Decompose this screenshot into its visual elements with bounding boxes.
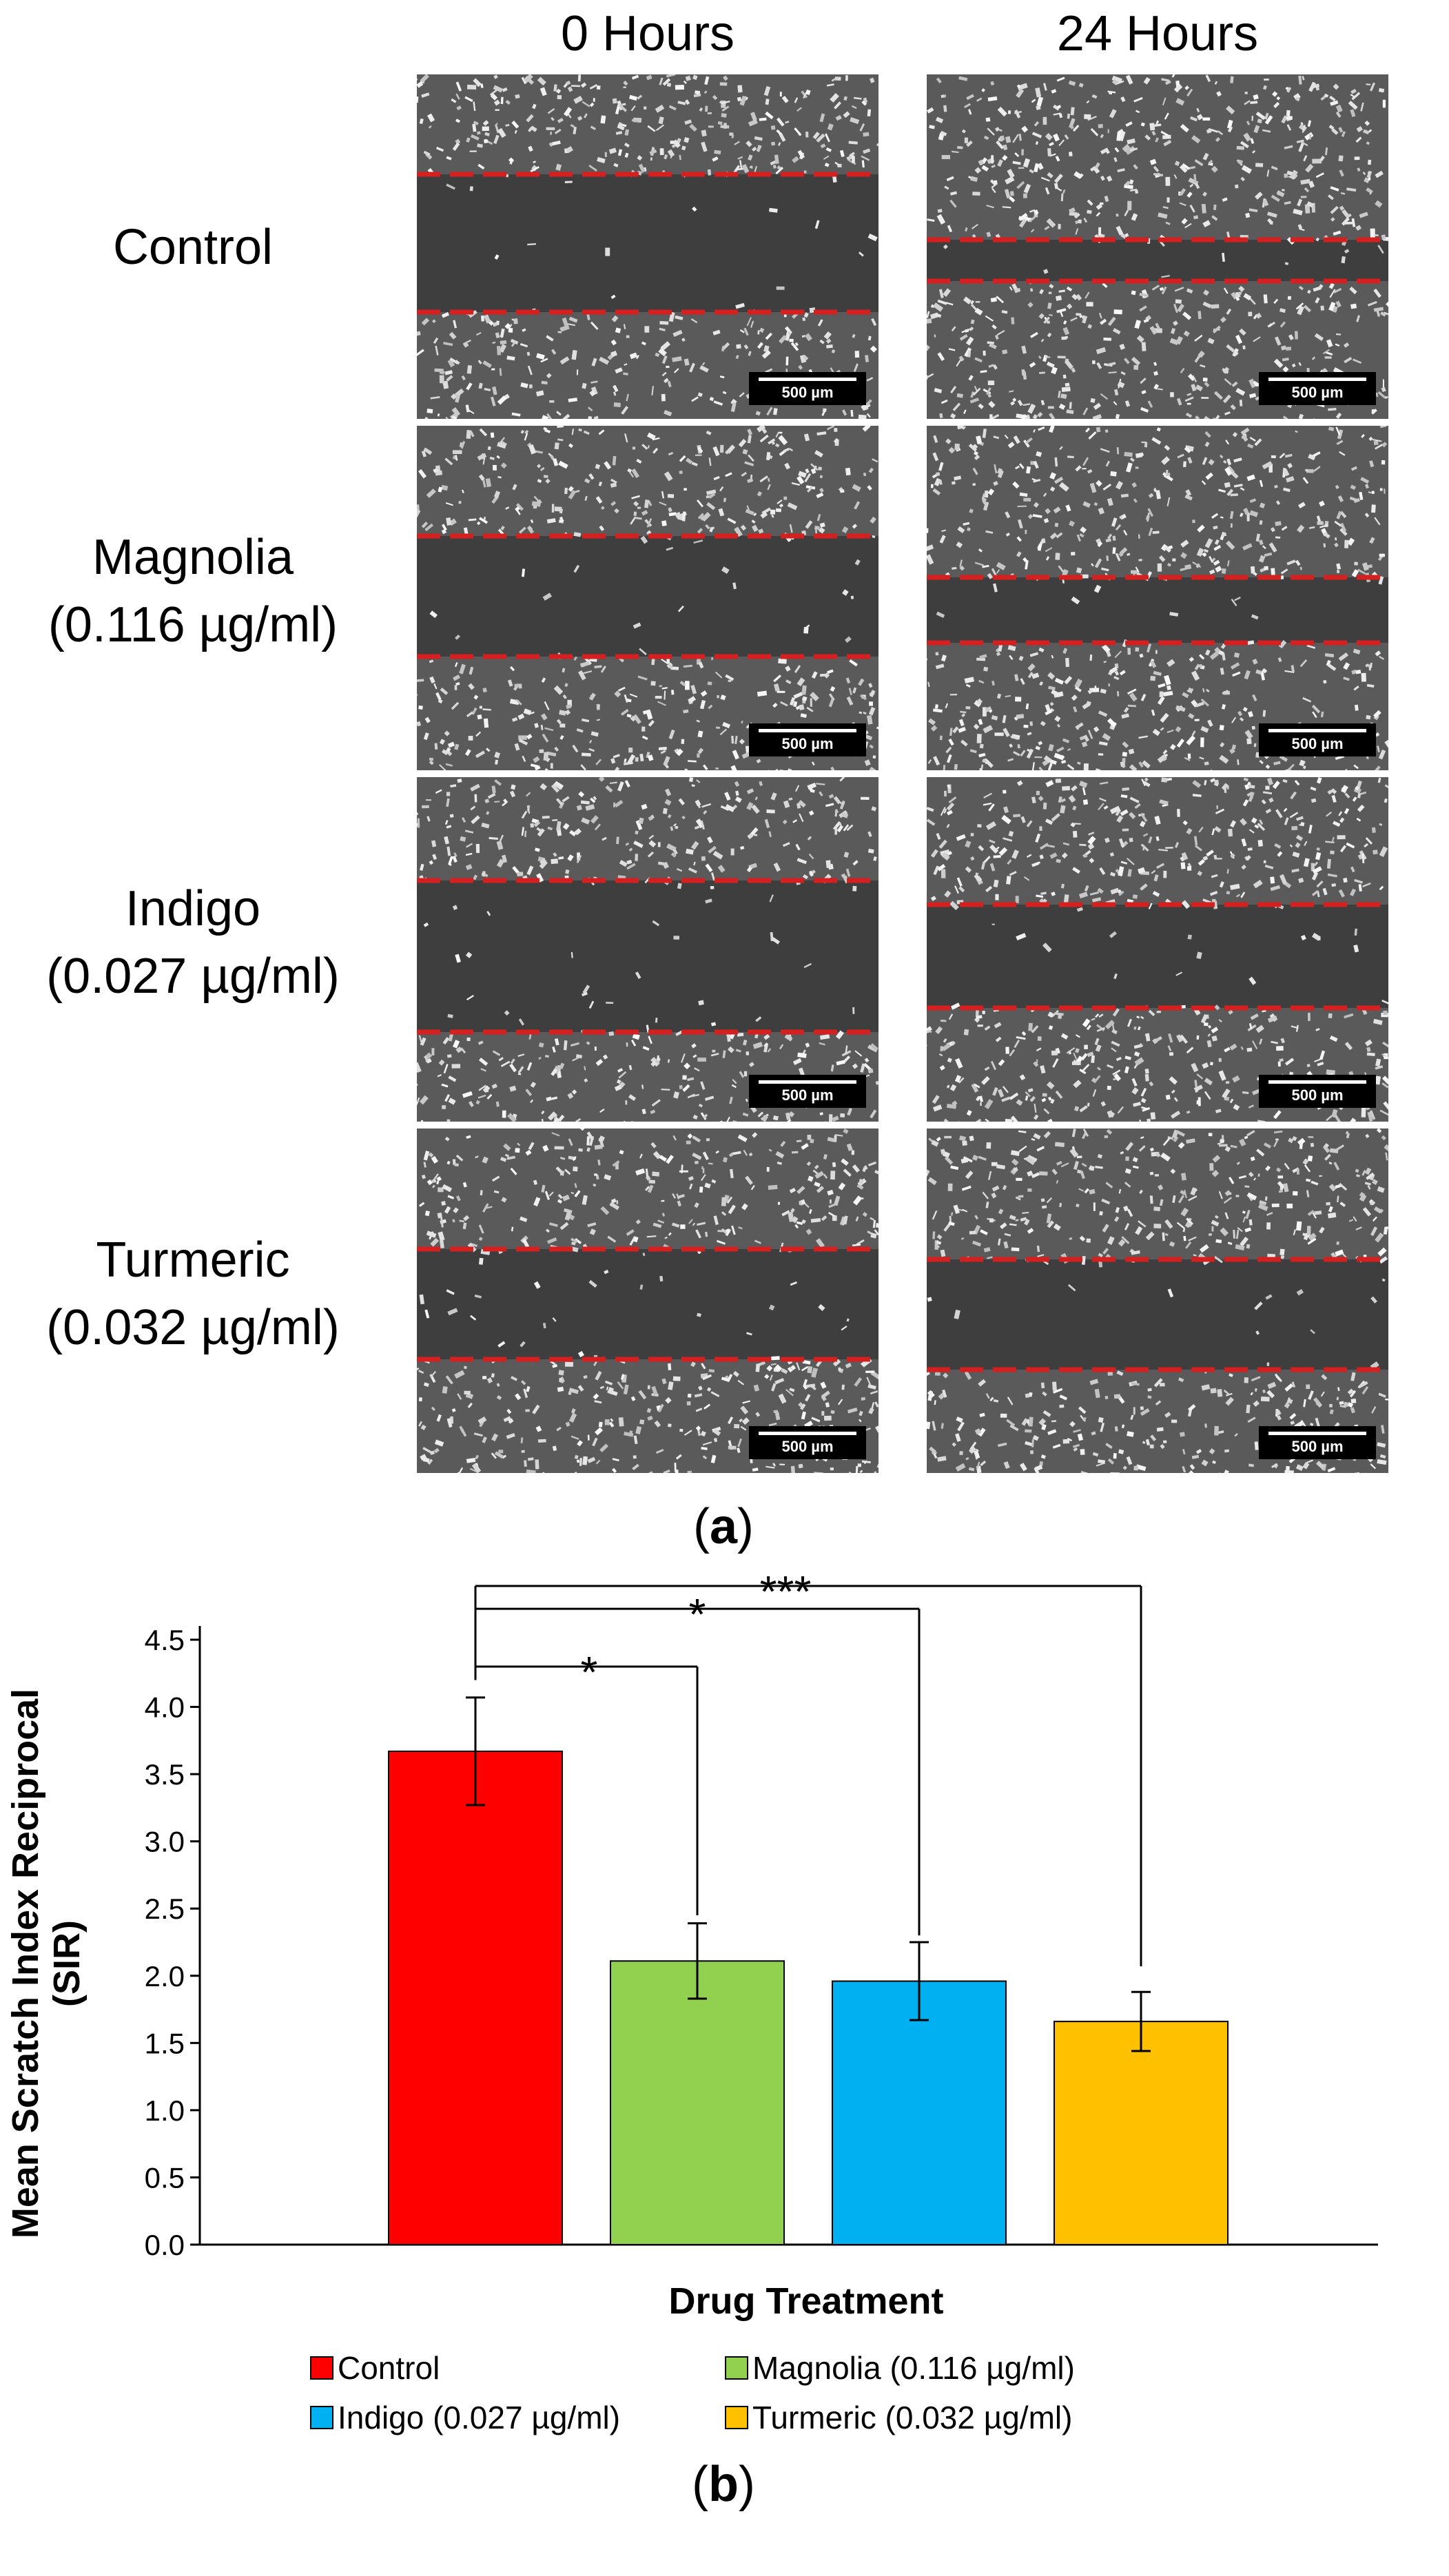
- scale-bar: 500 µm: [1259, 1075, 1376, 1108]
- bar-1: [610, 1960, 785, 2245]
- row-label-name: Control: [112, 220, 274, 275]
- column-header-24-hours: 24 Hours: [1056, 6, 1259, 61]
- scale-bar: 500 µm: [1259, 723, 1376, 756]
- bar-3: [1054, 2021, 1229, 2245]
- panel-label-open: (: [692, 2457, 708, 2512]
- row-label-name: Turmeric: [96, 1233, 290, 1288]
- row-label-name: Indigo: [125, 881, 261, 936]
- legend-swatch: [310, 2356, 333, 2380]
- micrograph-turmeric-24h: 500 µm: [927, 1129, 1388, 1473]
- micrograph-indigo-24h: 500 µm: [927, 777, 1388, 1122]
- scale-bar-label: 500 µm: [1291, 735, 1344, 752]
- legend-swatch: [725, 2356, 748, 2380]
- y-tick-label: 2.0: [145, 1960, 185, 1992]
- y-tick-label: 0.0: [145, 2229, 185, 2261]
- panel-label-close: ): [738, 2457, 755, 2512]
- row-label-turmeric: Turmeric (0.032 µg/ml): [0, 1226, 386, 1361]
- micrograph-control-0h: 500 µm: [417, 74, 878, 419]
- scale-bar: 500 µm: [749, 1426, 866, 1459]
- micrograph-magnolia-24h: 500 µm: [927, 426, 1388, 770]
- significance-brackets: ** ***: [474, 1567, 1142, 1967]
- micrograph-magnolia-0h: 500 µm: [417, 426, 878, 770]
- y-tick-label: 1.0: [145, 2094, 185, 2127]
- scale-bar-label: 500 µm: [781, 735, 834, 752]
- panel-label-letter: b: [708, 2457, 739, 2512]
- scale-bar: 500 µm: [1259, 372, 1376, 405]
- scale-bar: 500 µm: [1259, 1426, 1376, 1459]
- scale-bar: 500 µm: [749, 372, 866, 405]
- sig-label-2: ***: [760, 1567, 812, 1616]
- legend-swatch: [725, 2406, 748, 2429]
- legend-label: Control: [338, 2350, 440, 2386]
- legend-label: Turmeric (0.032 µg/ml): [752, 2400, 1073, 2435]
- bar-chart: Mean Scratch Index Reciprocal (SIR) Drug…: [5, 1567, 1378, 2322]
- legend-label: Magnolia (0.116 µg/ml): [752, 2350, 1075, 2386]
- y-tick-label: 4.0: [145, 1691, 185, 1724]
- micrograph-indigo-0h: 500 µm: [417, 777, 878, 1122]
- column-header-0-hours: 0 Hours: [560, 6, 735, 61]
- row-label-control: Control: [0, 214, 386, 281]
- scale-bar-label: 500 µm: [781, 384, 834, 401]
- y-tick-label: 2.5: [145, 1893, 185, 1925]
- legend-item-magnolia: Magnolia (0.116 µg/ml): [725, 2349, 1075, 2387]
- y-tick-label: 3.0: [145, 1826, 185, 1858]
- scale-bar-label: 500 µm: [1291, 1086, 1344, 1104]
- y-axis-title: Mean Scratch Index Reciprocal (SIR): [5, 1689, 88, 2238]
- panel-label-open: (: [692, 1499, 710, 1554]
- y-tick-label: 0.5: [145, 2161, 185, 2194]
- panel-label-letter: a: [709, 1499, 738, 1554]
- bar-2: [832, 1980, 1007, 2245]
- scale-bar-label: 500 µm: [1291, 384, 1344, 401]
- row-label-concentration: (0.116 µg/ml): [48, 597, 338, 652]
- legend-item-indigo: Indigo (0.027 µg/ml): [310, 2399, 620, 2436]
- y-tick-label: 4.5: [145, 1624, 185, 1656]
- scale-bar: 500 µm: [749, 723, 866, 756]
- error-bars: [466, 1696, 1151, 2052]
- sig-label-0: *: [581, 1647, 598, 1697]
- panel-label-a: (a): [655, 1498, 792, 1555]
- micrograph-turmeric-0h: 500 µm: [417, 1129, 878, 1473]
- y-tick-label: 1.5: [145, 2027, 185, 2059]
- scale-bar: 500 µm: [749, 1075, 866, 1108]
- scale-bar-label: 500 µm: [781, 1086, 834, 1104]
- bar-0: [388, 1750, 563, 2246]
- y-axis-title-line1: Mean Scratch Index Reciprocal: [5, 1689, 46, 2238]
- panel-label-b: (b): [655, 2456, 792, 2513]
- row-label-name: Magnolia: [92, 530, 294, 585]
- y-axis-title-line2: (SIR): [46, 1920, 88, 2007]
- row-label-magnolia: Magnolia (0.116 µg/ml): [0, 524, 386, 659]
- legend-label: Indigo (0.027 µg/ml): [338, 2400, 621, 2435]
- legend-item-control: Control: [310, 2349, 440, 2387]
- micrograph-control-24h: 500 µm: [927, 74, 1388, 419]
- row-label-concentration: (0.032 µg/ml): [46, 1300, 340, 1355]
- row-label-concentration: (0.027 µg/ml): [46, 949, 340, 1004]
- y-tick-label: 3.5: [145, 1758, 185, 1791]
- scale-bar-label: 500 µm: [1291, 1438, 1344, 1455]
- row-label-indigo: Indigo (0.027 µg/ml): [0, 875, 386, 1010]
- panel-label-close: ): [737, 1499, 754, 1554]
- legend-item-turmeric: Turmeric (0.032 µg/ml): [725, 2399, 1072, 2436]
- x-axis-title: Drug Treatment: [668, 2280, 943, 2322]
- scale-bar-label: 500 µm: [781, 1438, 834, 1455]
- legend-swatch: [310, 2406, 333, 2429]
- sig-label-1: *: [689, 1589, 706, 1639]
- bars: [388, 1750, 1229, 2246]
